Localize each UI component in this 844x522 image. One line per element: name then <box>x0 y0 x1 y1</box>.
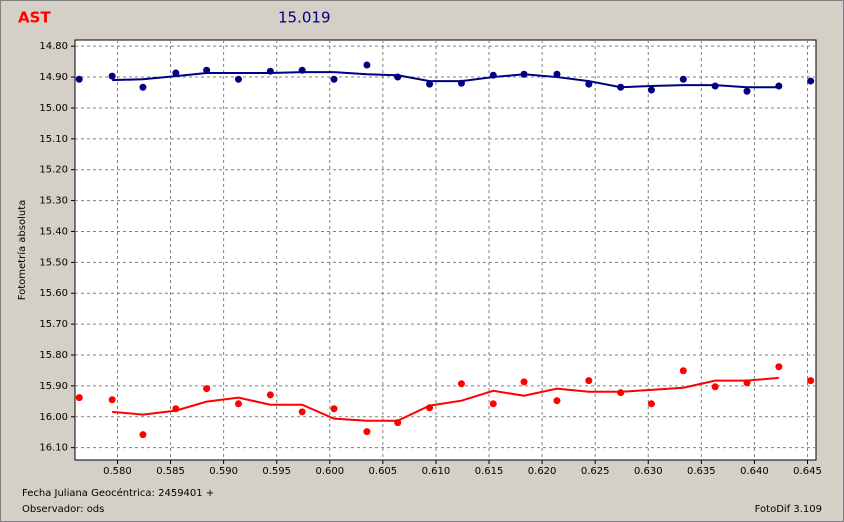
data-point <box>234 400 242 408</box>
x-tick-label: 0.605 <box>369 466 398 477</box>
data-point <box>363 428 371 436</box>
data-point <box>108 396 116 404</box>
data-point <box>807 77 815 85</box>
y-tick-label: 15.90 <box>39 381 68 392</box>
x-tick-label: 0.590 <box>209 466 238 477</box>
y-tick-label: 16.10 <box>39 443 68 454</box>
data-point <box>426 80 434 88</box>
data-point <box>108 72 116 80</box>
data-point <box>585 377 593 385</box>
data-point <box>139 83 147 91</box>
y-tick-label: 15.60 <box>39 288 68 299</box>
data-point <box>75 394 83 402</box>
x-tick-label: 0.630 <box>634 466 663 477</box>
chart-title: AST <box>18 9 51 27</box>
data-point <box>775 363 783 371</box>
x-tick-label: 0.595 <box>262 466 291 477</box>
data-point <box>172 69 180 77</box>
y-tick-label: 14.80 <box>39 41 68 52</box>
x-tick-label: 0.610 <box>422 466 451 477</box>
y-tick-label: 15.30 <box>39 196 68 207</box>
data-point <box>553 397 561 405</box>
data-point <box>330 75 338 83</box>
data-point <box>234 75 242 83</box>
data-point <box>489 400 497 408</box>
observer: Observador: ods <box>22 504 104 515</box>
y-tick-label: 14.90 <box>39 72 68 83</box>
y-tick-label: 15.70 <box>39 319 68 330</box>
fit-line <box>112 376 779 422</box>
fit-line <box>112 71 779 89</box>
y-tick-label: 15.50 <box>39 257 68 268</box>
data-point <box>775 82 783 90</box>
y-tick-label: 16.00 <box>39 412 68 423</box>
data-point <box>679 75 687 83</box>
data-point <box>298 408 306 416</box>
y-axis-label: Fotometría absoluta <box>16 200 28 301</box>
x-tick-label: 0.635 <box>687 466 716 477</box>
x-tick-label: 0.585 <box>156 466 185 477</box>
data-point <box>520 378 528 386</box>
data-point <box>647 86 655 94</box>
x-tick-label: 0.640 <box>740 466 769 477</box>
data-point <box>330 405 338 413</box>
y-tick-label: 15.10 <box>39 134 68 145</box>
data-point <box>743 87 751 95</box>
data-point <box>807 377 815 385</box>
y-tick-label: 15.80 <box>39 350 68 361</box>
x-axis-label: Fecha Juliana Geocéntrica: 2459401 + <box>22 487 214 499</box>
data-point <box>75 75 83 83</box>
data-point <box>203 385 211 393</box>
data-point <box>711 383 719 391</box>
x-tick-label: 0.620 <box>528 466 557 477</box>
y-tick-label: 15.00 <box>39 103 68 114</box>
x-tick-label: 0.625 <box>581 466 610 477</box>
x-tick-label: 0.580 <box>103 466 132 477</box>
x-tick-label: 0.600 <box>315 466 344 477</box>
software: FotoDif 3.109 <box>755 504 822 515</box>
x-tick-label: 0.645 <box>793 466 822 477</box>
data-point <box>266 391 274 399</box>
data-point <box>363 61 371 69</box>
x-tick-label: 0.615 <box>475 466 504 477</box>
data-point <box>647 400 655 408</box>
data-point <box>679 367 687 375</box>
plot-area <box>74 39 817 461</box>
data-point <box>457 380 465 388</box>
y-tick-label: 15.20 <box>39 165 68 176</box>
title-value: 15.019 <box>278 9 331 27</box>
y-tick-label: 15.40 <box>39 226 68 237</box>
data-point <box>203 66 211 74</box>
data-point <box>139 431 147 439</box>
